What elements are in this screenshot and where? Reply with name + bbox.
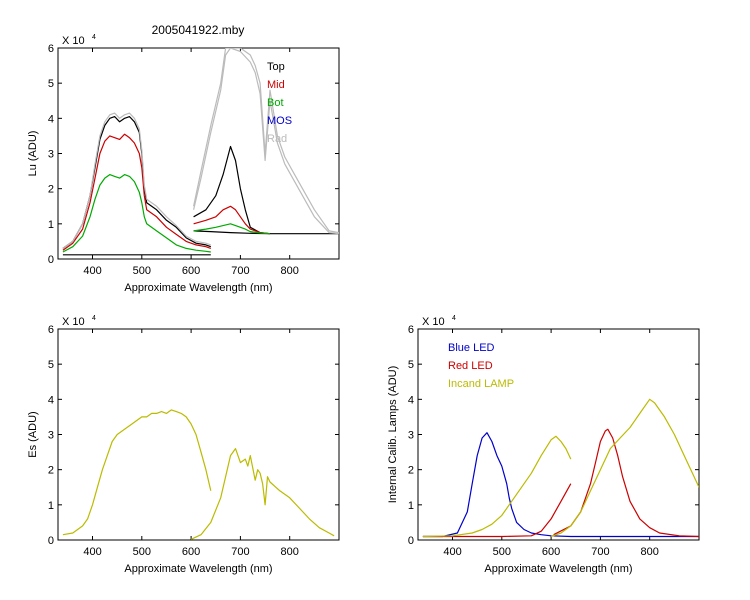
y-tick-label: 5 [48,359,54,371]
legend-bot: Bot [267,97,284,109]
legend-mos: MOS [267,115,292,127]
legend-rad: Rad [267,133,287,145]
y-tick-label: 0 [48,254,54,266]
series-line-bot [193,223,271,235]
x-tick-label: 500 [133,265,151,277]
y-multiplier-exponent: 4 [92,315,96,322]
series-line-rad [193,48,339,235]
y-tick-label: 5 [408,359,414,371]
y-tick-label: 4 [48,394,54,406]
x-tick-label: 600 [542,546,560,558]
y-tick-label: 3 [48,149,54,161]
series-line-bot [62,174,211,253]
legend-mid: Mid [267,79,285,91]
y-multiplier-exponent: 4 [452,315,456,322]
legend-incand-lamp: Incand LAMP [448,378,514,390]
x-tick-label: 400 [83,265,101,277]
x-axis-label: Approximate Wavelength (nm) [484,563,632,575]
x-tick-label: 800 [641,546,659,558]
y-tick-label: 0 [408,535,414,547]
series-group [422,398,699,538]
y-tick-label: 1 [48,500,54,512]
y-tick-label: 2 [408,465,414,477]
x-tick-label: 700 [591,546,609,558]
y-tick-label: 0 [48,535,54,547]
y-axis-label: Internal Calib. Lamps (ADU) [387,366,399,504]
legend-blue-led: Blue LED [448,342,495,354]
y-tick-label: 4 [408,394,414,406]
x-tick-label: 800 [281,546,299,558]
series-line-incand-lamp [550,398,699,538]
x-tick-label: 500 [493,546,511,558]
series-line-red-led [553,428,699,538]
series-line-top [193,145,271,235]
y-tick-label: 1 [48,219,54,231]
series-group [62,409,335,540]
x-tick-label: 800 [281,265,299,277]
x-tick-label: 400 [443,546,461,558]
y-multiplier-label: X 10 [62,316,85,328]
series-line-mid [193,205,271,235]
y-tick-label: 6 [48,43,54,55]
y-multiplier-label: X 10 [62,35,85,47]
series-line-red-led [422,483,572,538]
x-tick-label: 500 [133,546,151,558]
x-axis-label: Approximate Wavelength (nm) [124,563,272,575]
legend-top: Top [267,61,285,73]
y-multiplier-label: X 10 [422,316,445,328]
series-line-blue-led [422,432,699,538]
y-axis-label: Lu (ADU) [27,131,39,177]
plot-frame [57,328,340,541]
series-line-es [190,448,335,540]
y-tick-label: 2 [48,465,54,477]
y-tick-label: 2 [48,184,54,196]
y-tick-label: 1 [408,500,414,512]
lamps-chart: 400 500 600 700 800 0 1 2 3 4 5 6 X 10 4 Approximate W… [387,315,700,575]
x-tick-label: 700 [231,546,249,558]
es-chart: 400 500 600 700 800 0 1 2 3 4 5 6 X 10 4 Approximate W… [27,315,340,575]
y-multiplier-exponent: 4 [92,34,96,41]
y-tick-label: 3 [48,430,54,442]
y-tick-label: 6 [408,324,414,336]
x-axis-label: Approximate Wavelength (nm) [124,282,272,294]
y-tick-label: 6 [48,324,54,336]
x-tick-label: 400 [83,546,101,558]
figure-title: 2005041922.mby [152,23,245,37]
y-tick-label: 4 [48,113,54,125]
series-line-mid [62,133,211,251]
y-tick-label: 5 [48,78,54,90]
x-tick-label: 600 [182,546,200,558]
y-axis-label: Es (ADU) [27,411,39,457]
series-line-rad [193,48,339,234]
series-line-incand-lamp [422,435,572,538]
legend-red-led: Red LED [448,360,493,372]
x-tick-label: 600 [182,265,200,277]
y-tick-label: 3 [408,430,414,442]
series-line-rad [62,112,211,249]
series-group [62,48,339,256]
lu-chart: 400 500 600 700 800 0 1 2 3 4 5 6 X 10 4 Approximate W… [27,34,340,294]
x-tick-label: 700 [231,265,249,277]
series-line-es [62,409,212,536]
